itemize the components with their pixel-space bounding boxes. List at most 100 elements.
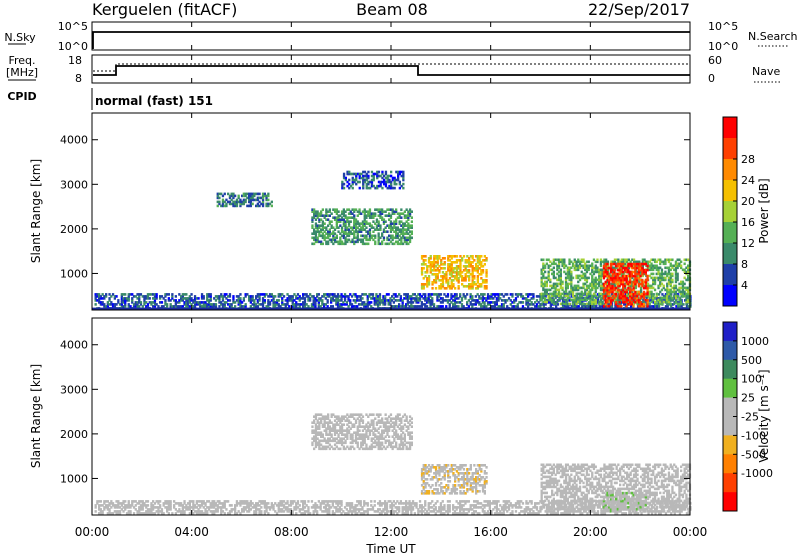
power-cell: [636, 292, 639, 296]
power-cell: [584, 262, 587, 266]
velocity-cell: [211, 502, 214, 505]
power-cell: [286, 301, 289, 304]
velocity-cell: [378, 502, 382, 505]
power-cell: [564, 276, 568, 280]
velocity-cell: [186, 502, 190, 505]
power-cell: [609, 262, 613, 266]
power-cell: [641, 284, 644, 288]
velocity-cell: [384, 508, 387, 511]
power-cell: [221, 194, 225, 198]
velocity-cell: [120, 502, 123, 505]
power-cell: [407, 218, 410, 221]
velocity-cell: [105, 504, 108, 507]
velocity-cell: [197, 508, 200, 511]
power-cell: [368, 224, 372, 227]
power-cell: [635, 294, 639, 298]
power-cell: [502, 295, 505, 298]
power-cell: [361, 242, 365, 246]
velocity-cell: [103, 502, 106, 505]
power-cell: [564, 302, 568, 306]
velocity-cell: [143, 504, 146, 507]
power-cell: [353, 234, 356, 238]
power-cell: [664, 278, 667, 282]
power-cell: [659, 302, 662, 306]
power-cell: [454, 275, 457, 278]
velocity-cell: [125, 512, 129, 515]
power-cell: [573, 298, 576, 302]
power-cell: [403, 216, 406, 219]
power-cell: [261, 305, 265, 308]
power-cell: [625, 282, 628, 286]
velocity-cell: [370, 500, 373, 503]
power-cell: [424, 255, 427, 258]
power-cell: [646, 262, 650, 266]
power-cell: [391, 210, 394, 213]
power-cell: [122, 305, 125, 308]
power-cell: [596, 286, 599, 290]
power-ytick-label: 3000: [60, 178, 88, 191]
power-cell: [645, 274, 648, 278]
velocity-cell: [141, 502, 144, 505]
power-cell: [608, 290, 611, 294]
power-cell: [564, 286, 568, 290]
power-cell: [616, 264, 619, 268]
power-cell: [645, 260, 648, 264]
power-cell: [330, 226, 333, 229]
power-cell: [652, 278, 655, 282]
power-cell: [466, 271, 469, 274]
velocity-cell: [103, 500, 106, 503]
velocity-cell: [94, 510, 97, 513]
velocity-cell: [216, 508, 219, 511]
power-cell: [620, 276, 623, 280]
power-cell: [632, 260, 636, 264]
velocity-cell: [265, 510, 268, 513]
power-cell: [261, 192, 265, 196]
power-cell: [644, 272, 647, 276]
power-cell: [637, 266, 640, 270]
velocity-cell: [267, 502, 270, 505]
power-cell: [422, 287, 425, 290]
power-cell: [346, 180, 349, 184]
velocity-cell: [171, 512, 174, 515]
velocity-cell: [286, 510, 289, 513]
velocity-cell: [127, 504, 130, 507]
power-cell: [339, 232, 342, 235]
power-cell: [342, 222, 345, 225]
power-cell: [431, 303, 434, 306]
power-cell: [556, 272, 559, 276]
power-cell: [424, 275, 427, 278]
power-cell: [602, 293, 605, 296]
power-cell: [369, 186, 372, 190]
power-cell: [554, 276, 557, 280]
power-cell: [223, 200, 226, 204]
power-cell: [669, 280, 672, 284]
power-cell: [485, 273, 488, 276]
power-cell: [232, 196, 235, 200]
power-cell: [674, 260, 678, 264]
power-cell: [335, 222, 338, 225]
power-cell: [578, 302, 582, 306]
power-cell: [286, 299, 289, 302]
power-cell: [546, 299, 549, 302]
power-cell: [446, 301, 450, 304]
power-cell: [408, 224, 412, 227]
power-cell: [120, 295, 123, 298]
velocity-cell: [220, 512, 223, 515]
power-cell: [667, 276, 671, 280]
power-cell: [429, 261, 432, 264]
power-cell: [356, 210, 359, 213]
power-cell: [509, 303, 512, 306]
power-cell: [666, 286, 669, 290]
power-cell: [606, 266, 609, 270]
power-cell: [540, 258, 543, 262]
power-cell: [670, 297, 673, 300]
power-cell: [433, 259, 436, 262]
power-cell: [596, 266, 599, 270]
power-cell: [552, 282, 555, 286]
power-cell: [333, 236, 337, 240]
power-cell: [673, 302, 676, 306]
power-cell: [650, 284, 653, 288]
power-cell: [450, 265, 453, 268]
power-cell: [342, 242, 345, 246]
